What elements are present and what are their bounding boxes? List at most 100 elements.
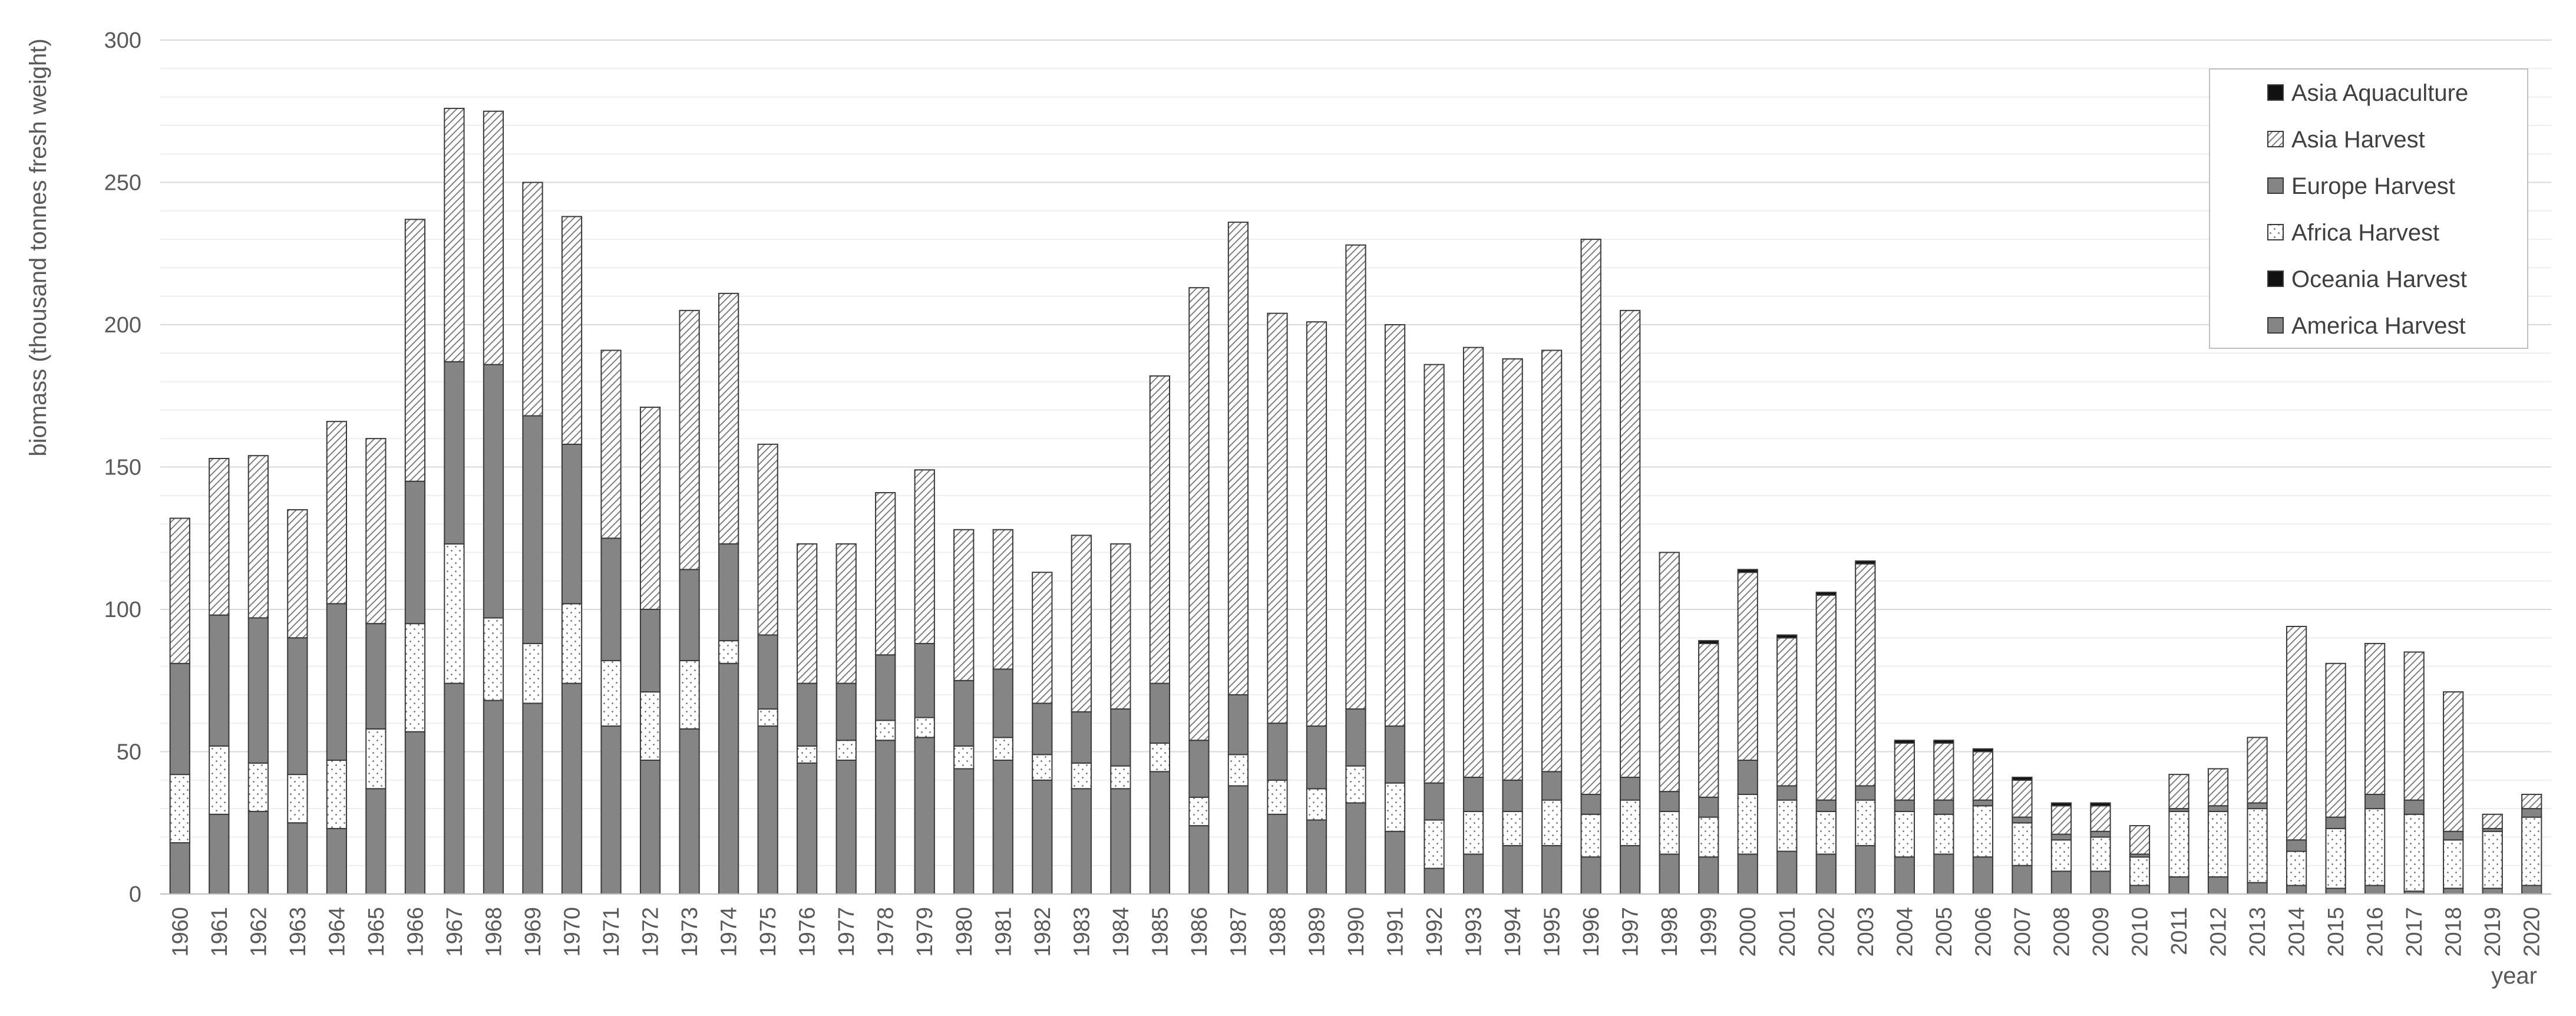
bar-europe-harvest [1267,723,1288,781]
bar-asia-harvest [483,110,504,365]
x-tick-label: 1984 [1109,907,1134,957]
bar-europe-harvest [169,662,190,776]
bar-europe-harvest [326,603,347,761]
bar-asia-harvest [169,517,190,664]
bar-asia-harvest [1345,244,1366,710]
bar-asia-aquaculture [1855,560,1876,565]
bar-asia-harvest [209,458,230,616]
bar-africa-harvest [2247,808,2268,883]
bar-africa-harvest [2090,836,2111,872]
bar-asia-harvest [679,309,700,570]
x-tick-label: 1967 [442,907,467,957]
y-axis-title: biomass (thousand tonnes fresh weight) [25,38,51,456]
bar-asia-harvest [2286,625,2307,841]
bar-africa-harvest [914,717,935,738]
bar-africa-harvest [247,762,269,812]
legend-label: Europe Harvest [2291,173,2455,199]
bar-america-harvest [1776,850,1798,895]
y-tick-label: 0 [129,882,141,907]
bar-asia-harvest [914,469,935,644]
bar-europe-harvest [914,642,935,718]
bar-asia-harvest [1306,321,1327,727]
bar-europe-harvest [639,609,661,693]
bar-africa-harvest [875,720,896,741]
bar-africa-harvest [1384,782,1406,832]
bar-europe-harvest [1462,776,1484,812]
x-tick-label: 1963 [286,907,311,957]
x-tick-label: 1983 [1069,907,1094,957]
bar-asia-harvest [2364,642,2386,795]
bar-asia-harvest [2443,691,2464,832]
x-tick-label: 1998 [1657,907,1682,957]
bar-africa-harvest [1306,788,1327,821]
x-tick-label: 1981 [991,907,1016,957]
bar-asia-harvest [639,407,661,610]
bar-asia-harvest [1384,324,1406,727]
bar-america-harvest [1933,853,1954,895]
bar-america-harvest [1815,853,1837,895]
bar-america-harvest [1659,853,1680,895]
bar-america-harvest [639,759,661,895]
bar-europe-harvest [1345,708,1366,767]
bar-europe-harvest [483,364,504,619]
bar-asia-harvest [835,543,857,684]
bar-europe-harvest [404,480,426,625]
bar-europe-harvest [1110,708,1131,767]
bar-america-harvest [444,682,465,895]
bar-america-harvest [718,662,739,895]
bar-america-harvest [953,768,975,895]
legend-swatch [2267,224,2284,240]
bar-europe-harvest [2325,816,2346,829]
x-tick-label: 1972 [639,907,663,957]
bar-africa-harvest [757,708,778,727]
bar-europe-harvest [797,682,818,747]
bar-europe-harvest [2364,793,2386,810]
bar-asia-harvest [953,529,975,681]
bar-asia-harvest [1659,552,1680,793]
bar-asia-harvest [1580,239,1601,795]
legend-label: Asia Harvest [2291,127,2425,153]
bar-africa-harvest [2286,850,2307,886]
bar-america-harvest [1384,830,1406,895]
y-tick-label: 250 [104,171,141,196]
bar-europe-harvest [1815,799,1837,812]
bar-asia-aquaculture [1698,640,1719,644]
bar-america-harvest [2443,888,2464,895]
bar-america-harvest [209,813,230,895]
bar-europe-harvest [2443,830,2464,841]
bar-asia-harvest [1776,637,1798,787]
bar-asia-harvest [1972,751,1994,801]
x-tick-label: 1961 [207,907,232,957]
bar-africa-harvest [1541,799,1563,846]
bar-asia-aquaculture [1933,740,1954,744]
bar-asia-harvest [522,182,543,417]
bar-europe-harvest [875,654,896,721]
bar-asia-harvest [2050,805,2072,835]
x-tick-label: 1980 [952,907,977,957]
bar-africa-harvest [1620,799,1641,846]
x-tick-label: 1999 [1697,907,1722,957]
bar-africa-harvest [1502,810,1523,846]
x-tick-label: 2005 [1932,907,1957,957]
bar-africa-harvest [1894,810,1915,858]
bar-africa-harvest [835,740,857,761]
bar-asia-harvest [1149,375,1171,684]
bar-asia-harvest [404,219,426,482]
x-tick-label: 2020 [2520,907,2545,957]
x-tick-label: 2011 [2167,907,2192,955]
bar-africa-harvest [1267,779,1288,815]
bar-africa-harvest [2325,827,2346,889]
bar-asia-harvest [1502,358,1523,781]
x-tick-label: 1973 [678,907,702,957]
x-tick-label: 1976 [795,907,820,957]
bar-america-harvest [1267,813,1288,895]
bar-america-harvest [992,759,1013,895]
bar-asia-harvest [1620,309,1641,778]
x-tick-label: 2001 [1775,907,1800,957]
bar-africa-harvest [1776,799,1798,852]
bar-america-harvest [1855,845,1876,895]
bar-europe-harvest [209,614,230,747]
bar-africa-harvest [797,745,818,764]
x-tick-label: 1997 [1619,907,1643,957]
x-tick-label: 2015 [2324,907,2349,957]
